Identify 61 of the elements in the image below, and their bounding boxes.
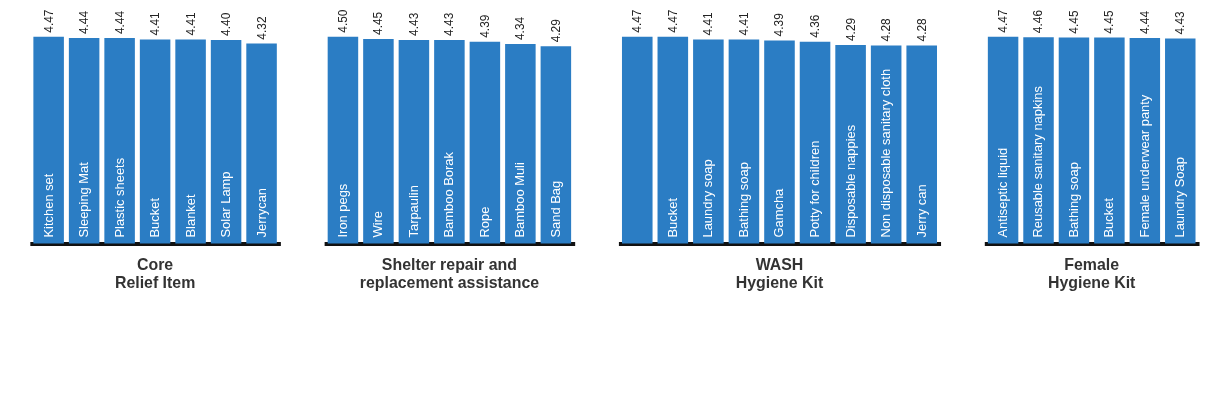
data-label: 4.28 — [879, 17, 894, 42]
x-tick-label: Bucket — [1101, 197, 1117, 238]
x-tick-label: Laundry Soap — [1172, 157, 1188, 238]
data-label: 4.39 — [477, 14, 492, 38]
x-tick-label: Laundry soap — [700, 159, 716, 238]
x-tick-label: Rope — [476, 206, 492, 238]
data-label: 4.47 — [665, 9, 680, 33]
data-label: 4.41 — [148, 11, 163, 36]
x-tick-label: Disposable nappies — [842, 124, 858, 238]
data-label: 4.44 — [77, 10, 92, 35]
data-label: 4.47 — [630, 9, 645, 33]
x-tick-label: Bamboo Muli — [512, 162, 528, 238]
x-tick-label: Non disposable sanitary cloth — [878, 68, 894, 238]
data-label: 4.29 — [548, 18, 563, 43]
data-label: 4.44 — [112, 10, 127, 35]
data-label: 4.36 — [808, 14, 823, 38]
x-tick-label: Sand Bag — [547, 180, 563, 238]
data-label: 4.47 — [41, 9, 56, 33]
x-tick-label: Bucket — [147, 197, 163, 238]
x-tick-label: Potty for children — [807, 140, 823, 238]
x-tick-label: Antiseptic liquid — [995, 147, 1011, 238]
data-label: 4.40 — [219, 12, 234, 36]
data-label: 4.45 — [371, 11, 386, 35]
text: Shelter repair and replacement assistance — [359, 256, 540, 292]
x-tick-label: Blanket — [182, 194, 198, 238]
data-label: 4.32 — [254, 16, 269, 40]
x-tick-label: Solar Lamp — [218, 171, 234, 238]
x-tick-label: Female underwear panty — [1136, 94, 1152, 238]
data-label: 4.39 — [772, 12, 787, 37]
x-tick-label: Bucket — [664, 197, 680, 238]
x-tick-label: Plastic sheets — [111, 157, 127, 238]
text: Core Relief Item — [114, 256, 196, 292]
data-label: 4.50 — [335, 9, 350, 33]
data-label: 4.43 — [442, 12, 457, 36]
x-tick-label: Jerry can — [913, 184, 929, 238]
data-label: 4.28 — [914, 17, 929, 42]
data-label: 4.45 — [1066, 10, 1081, 34]
x-tick-label: Kitchen set — [40, 173, 56, 238]
x-tick-label: Wire — [370, 210, 386, 238]
text: WASH Hygiene Kit — [735, 256, 824, 292]
x-tick-label: Sleeping Mat — [76, 161, 92, 238]
x-tick-label: Gamcha — [771, 187, 787, 238]
x-tick-label: Jerrycan — [253, 187, 269, 238]
data-label: 4.46 — [1031, 9, 1046, 34]
data-label: 4.43 — [1173, 10, 1188, 35]
data-label: 4.41 — [701, 11, 716, 36]
data-label: 4.41 — [736, 11, 751, 36]
x-tick-label: Tarpaulin — [405, 185, 421, 238]
data-label: 4.47 — [996, 9, 1011, 33]
data-label: 4.41 — [183, 11, 198, 36]
x-tick-label: Bamboo Borak — [441, 151, 457, 238]
x-tick-label: Bathing soap — [735, 162, 751, 238]
data-label: 4.29 — [843, 17, 858, 42]
data-label: 4.34 — [513, 16, 528, 41]
text: Female Hygiene Kit — [1047, 256, 1137, 292]
data-label: 4.45 — [1102, 10, 1117, 34]
data-label: 4.43 — [406, 12, 421, 36]
x-tick-label: Iron pegs — [334, 183, 350, 238]
x-tick-label: Reusable sanitary napkins — [1030, 86, 1046, 238]
x-tick-label: Bathing soap — [1065, 162, 1081, 238]
data-label: 4.44 — [1137, 10, 1152, 35]
